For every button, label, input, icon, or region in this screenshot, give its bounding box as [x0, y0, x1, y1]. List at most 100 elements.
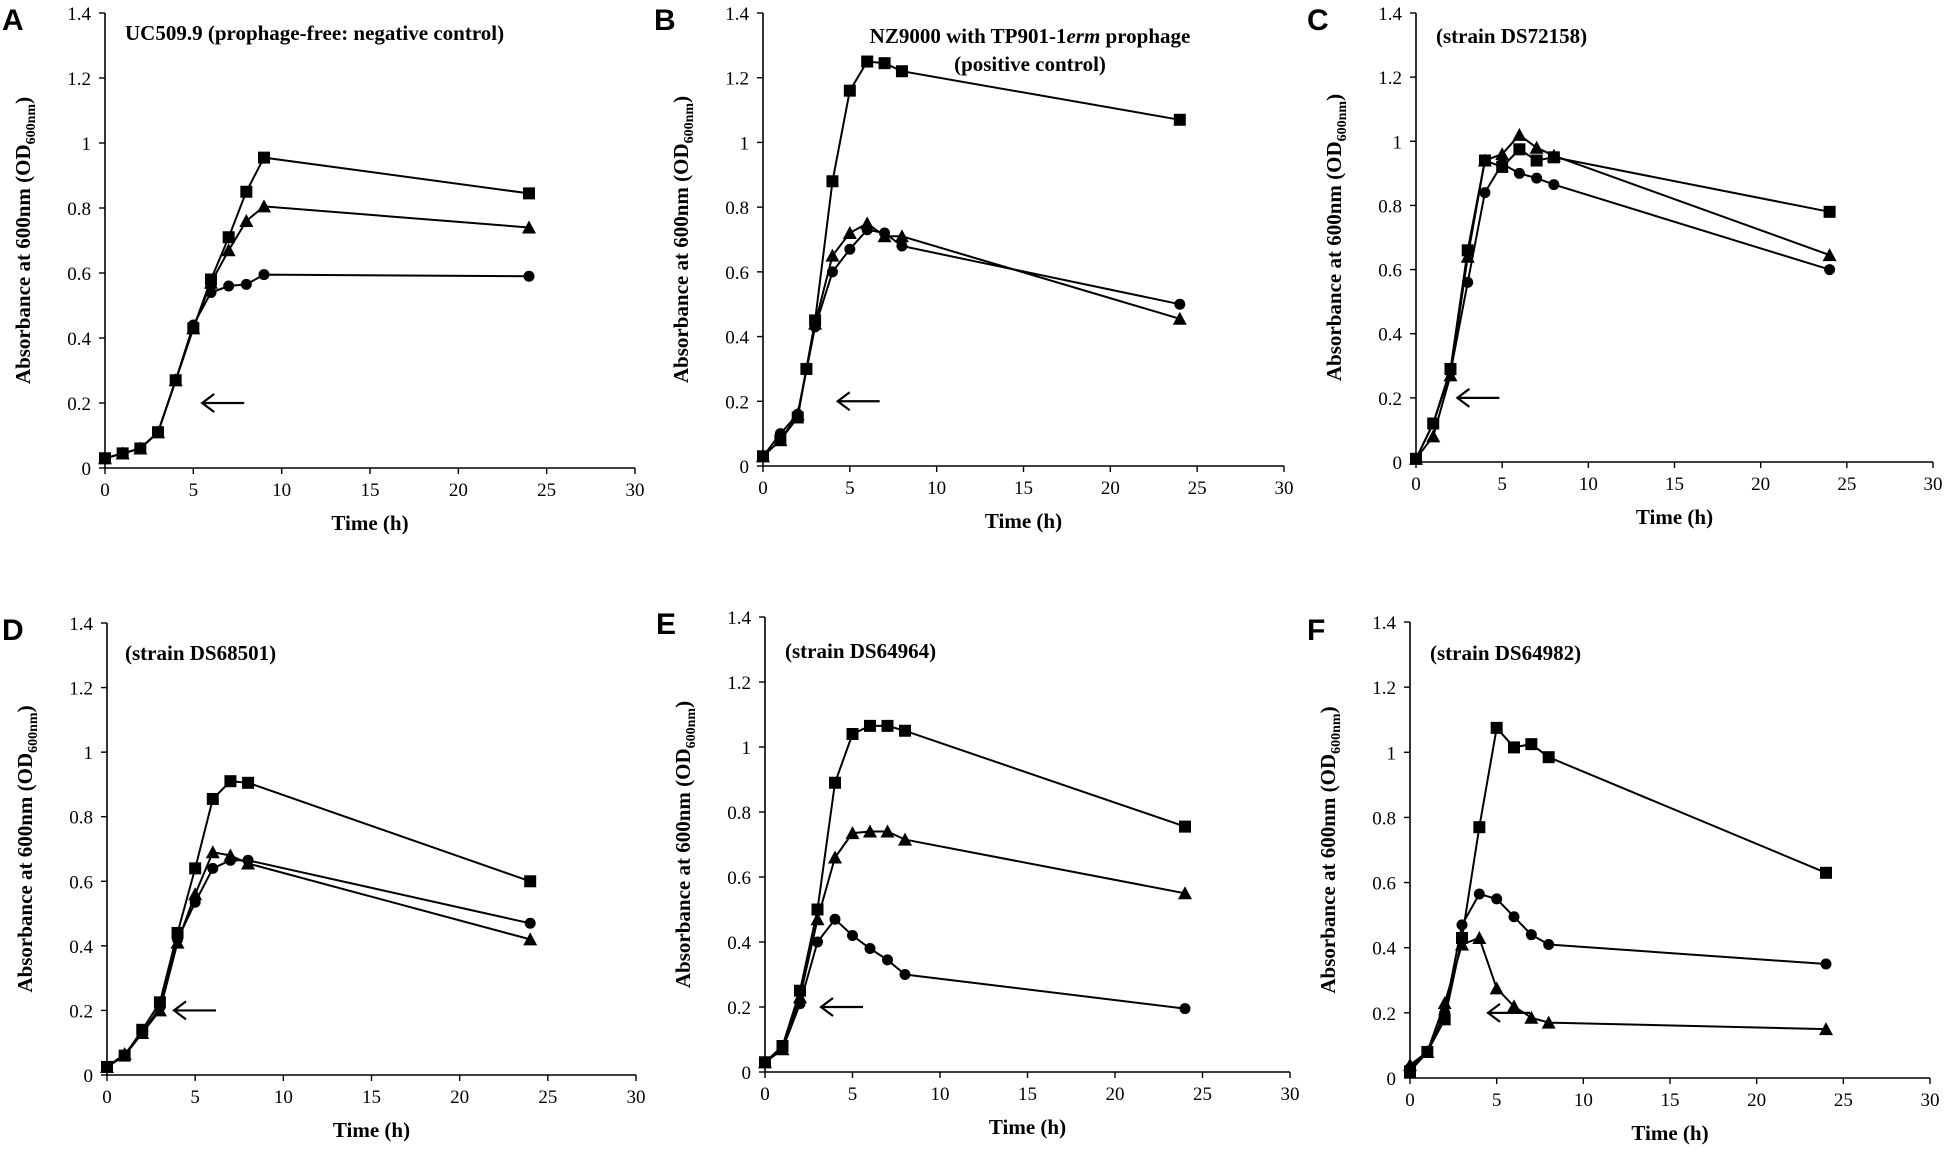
- data-point-square: [224, 775, 237, 788]
- x-tick-label: 10: [274, 1087, 293, 1108]
- x-axis-title: Time (h): [333, 1118, 410, 1142]
- data-point-circle: [1531, 172, 1543, 184]
- series-line: [106, 780, 531, 1068]
- y-tick-label: 0: [742, 1063, 752, 1084]
- data-point-circle: [1543, 938, 1555, 950]
- data-point-circle: [119, 1050, 131, 1062]
- data-point-circle: [170, 374, 182, 386]
- data-point-circle: [207, 862, 219, 874]
- data-point-circle: [1513, 167, 1525, 179]
- data-point-triangle: [1172, 311, 1187, 325]
- y-axis-title: Absorbance at 600nm (OD600nm): [671, 701, 699, 988]
- data-point-circle: [777, 1043, 788, 1055]
- x-tick-label: 5: [189, 480, 199, 501]
- data-point-square: [843, 84, 856, 97]
- data-point-circle: [1473, 888, 1485, 900]
- series-line: [764, 830, 1186, 1064]
- series-triangle: [756, 216, 1187, 463]
- data-point-square: [1438, 1013, 1451, 1026]
- series-circle: [1404, 888, 1832, 1074]
- data-point-circle: [1496, 158, 1508, 170]
- y-tick-label: 1.4: [1378, 4, 1402, 25]
- series-line: [1409, 892, 1827, 1069]
- data-point-square: [881, 719, 894, 732]
- x-tick-label: 0: [760, 1084, 770, 1105]
- data-point-square: [1173, 113, 1186, 126]
- data-point-square: [1542, 751, 1555, 764]
- y-axis-title-subscript: 600nm: [26, 712, 41, 753]
- x-tick-label: 0: [1405, 1090, 1415, 1111]
- data-point-circle: [258, 269, 270, 281]
- y-tick-label: 0: [84, 1066, 94, 1087]
- data-point-triangle: [523, 932, 538, 946]
- series-line: [762, 228, 1181, 457]
- data-point-square: [864, 719, 876, 732]
- data-point-square: [258, 151, 270, 164]
- x-tick-label: 20: [1751, 474, 1770, 495]
- data-point-square: [861, 55, 874, 68]
- x-tick-label: 0: [1411, 474, 1421, 495]
- series-line: [104, 205, 530, 460]
- data-point-circle: [759, 1056, 771, 1068]
- x-tick-label: 10: [1579, 474, 1598, 495]
- x-tick-label: 5: [848, 1084, 858, 1105]
- x-tick-label: 15: [1665, 474, 1684, 495]
- series-triangle: [758, 824, 1192, 1069]
- y-tick-label: 0: [1387, 1069, 1397, 1090]
- y-tick-label: 0.8: [1372, 808, 1396, 829]
- data-point-square: [829, 776, 841, 789]
- data-point-triangle: [1426, 429, 1441, 443]
- data-point-triangle: [1512, 127, 1527, 141]
- data-point-circle: [1410, 453, 1422, 465]
- x-tick-label: 30: [1924, 474, 1943, 495]
- y-axis-title-subscript: 600nm: [24, 104, 39, 145]
- y-tick-label: 0.6: [69, 872, 93, 893]
- y-tick-label: 0.2: [1378, 389, 1402, 410]
- y-tick-label: 0.4: [1378, 325, 1402, 346]
- y-tick-label: 0: [740, 457, 750, 478]
- y-axis-title: Absorbance at 600nm (OD600nm): [1316, 706, 1344, 993]
- series-line: [104, 273, 530, 460]
- y-tick-label: 0.2: [67, 394, 91, 415]
- y-tick-label: 1.4: [69, 614, 93, 635]
- chart-title-line: (strain DS64982): [1430, 641, 1581, 665]
- panel-f: F 0 0.2 0.4 0.6 0.8 1 1.2 1.4 0 5 10 15 20 25 30 Time (h…: [1307, 613, 1940, 1145]
- x-tick-label: 5: [845, 478, 855, 499]
- y-tick-label: 1.4: [67, 4, 91, 25]
- series-square: [757, 55, 1186, 463]
- x-tick-label: 25: [538, 1087, 557, 1108]
- data-point-circle: [1820, 958, 1832, 970]
- data-point-circle: [1479, 187, 1491, 199]
- data-point-circle: [242, 854, 254, 866]
- data-point-triangle: [1437, 996, 1452, 1010]
- data-point-triangle: [1546, 148, 1561, 162]
- x-tick-label: 10: [931, 1084, 950, 1105]
- y-axis-title-main: Absorbance at 600nm (OD: [13, 753, 37, 993]
- y-tick-label: 0.2: [727, 998, 751, 1019]
- data-point-square: [1508, 741, 1520, 754]
- data-point-circle: [882, 954, 893, 966]
- x-tick-label: 5: [1492, 1090, 1502, 1111]
- data-point-triangle: [842, 226, 857, 240]
- y-axis-title-main: Absorbance at 600nm (OD: [11, 144, 35, 384]
- title-part: NZ9000 with TP901-1: [870, 24, 1067, 48]
- data-point-circle: [847, 930, 858, 941]
- data-point-square: [1473, 821, 1486, 834]
- panel-letter: F: [1307, 614, 1325, 647]
- y-axis-title-suffix: ): [1316, 706, 1340, 713]
- data-point-square: [242, 776, 255, 789]
- x-tick-label: 5: [190, 1087, 200, 1108]
- data-point-circle: [1174, 298, 1186, 310]
- data-point-circle: [1508, 911, 1520, 923]
- data-point-circle: [136, 1027, 148, 1039]
- x-tick-label: 15: [362, 1087, 381, 1108]
- data-point-circle: [896, 240, 908, 252]
- data-point-square: [1820, 866, 1832, 879]
- y-tick-label: 1.4: [1372, 613, 1396, 634]
- x-tick-label: 10: [272, 480, 291, 501]
- panel-letter: B: [654, 4, 676, 37]
- panel-c: C 0 0.2 0.4 0.6 0.8 1 1.2 1.4 0 5 10 15 20 25 30 Time (h…: [1307, 4, 1943, 529]
- data-point-square: [1823, 205, 1836, 218]
- y-tick-label: 1.2: [69, 679, 93, 700]
